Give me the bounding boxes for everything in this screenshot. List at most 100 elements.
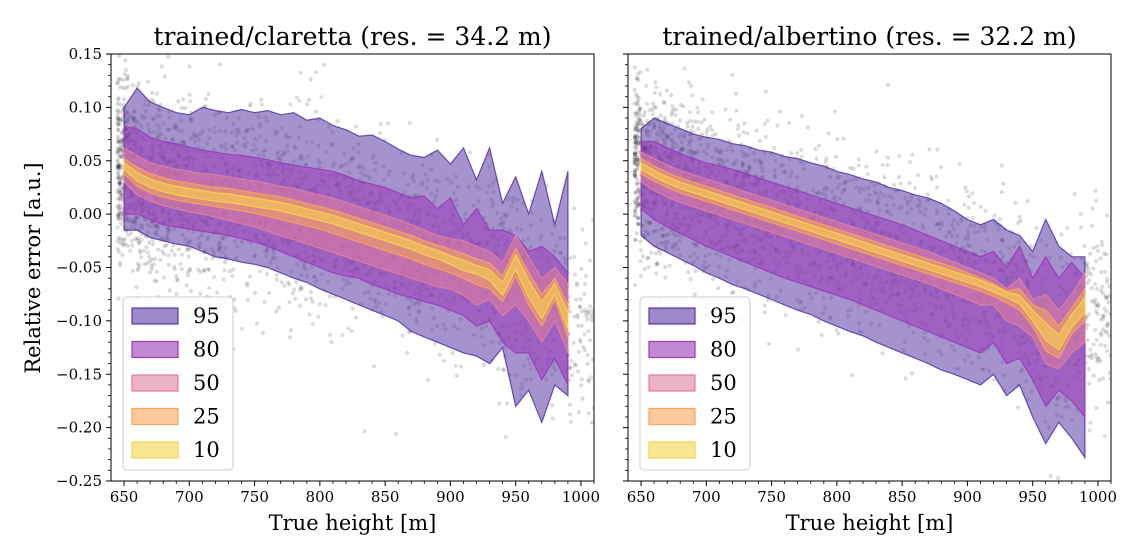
scatter-point (723, 107, 728, 112)
scatter-point (754, 128, 759, 133)
scatter-point (658, 251, 663, 256)
scatter-point (632, 209, 638, 214)
scatter-point (704, 130, 709, 135)
scatter-point (634, 155, 640, 160)
scatter-point (1100, 243, 1105, 248)
scatter-point (637, 180, 642, 185)
scatter-point (196, 267, 201, 272)
scatter-point (588, 258, 593, 263)
scatter-point (632, 65, 638, 70)
scatter-point (927, 147, 932, 152)
scatter-point (123, 242, 128, 247)
scatter-point (997, 217, 1002, 222)
scatter-point (119, 147, 125, 152)
scatter-point (1029, 243, 1034, 249)
scatter-point (999, 163, 1004, 168)
scatter-point (501, 368, 506, 373)
scatter-point (690, 124, 695, 129)
scatter-point (634, 76, 639, 81)
scatter-point (146, 79, 151, 84)
scatter-point (120, 210, 125, 215)
x-tick-label: 750 (240, 488, 269, 506)
scatter-point (638, 113, 643, 118)
scatter-point (115, 225, 120, 230)
scatter-point (736, 126, 741, 131)
scatter-point (772, 146, 777, 151)
scatter-point (303, 297, 309, 302)
scatter-point (632, 87, 637, 93)
scatter-point (125, 76, 130, 81)
scatter-point (835, 137, 840, 142)
scatter-point (119, 221, 124, 226)
scatter-point (583, 273, 588, 278)
x-axis-title: True height [m] (269, 511, 437, 535)
scatter-point (115, 134, 121, 139)
scatter-point (688, 128, 694, 133)
scatter-point (645, 118, 650, 123)
scatter-point (184, 247, 189, 252)
scatter-point (116, 216, 121, 221)
scatter-point (308, 296, 313, 301)
scatter-point (633, 127, 638, 132)
scatter-point (117, 189, 123, 194)
scatter-point (634, 205, 639, 210)
scatter-point (1016, 405, 1021, 410)
scatter-point (116, 212, 121, 218)
scatter-point (119, 192, 125, 198)
scatter-point (880, 162, 885, 167)
scatter-point (117, 202, 122, 207)
scatter-point (254, 321, 260, 326)
scatter-point (257, 269, 262, 274)
scatter-point (458, 364, 464, 369)
scatter-point (1088, 251, 1093, 256)
scatter-point (762, 121, 767, 126)
scatter-point (120, 175, 125, 180)
scatter-point (550, 403, 555, 408)
scatter-point (437, 352, 442, 357)
scatter-point (227, 269, 232, 274)
scatter-point (690, 93, 695, 98)
scatter-point (567, 309, 572, 314)
scatter-point (120, 237, 125, 242)
scatter-point (637, 109, 642, 114)
scatter-point (578, 297, 583, 302)
scatter-point (634, 137, 639, 142)
scatter-point (731, 290, 736, 295)
scatter-point (181, 97, 186, 102)
scatter-point (575, 312, 580, 317)
scatter-point (133, 236, 138, 241)
scatter-point (185, 270, 190, 275)
scatter-point (823, 159, 828, 164)
scatter-point (123, 58, 128, 63)
scatter-point (1090, 206, 1095, 211)
scatter-point (642, 266, 647, 272)
scatter-point (637, 117, 642, 122)
scatter-point (298, 285, 303, 290)
scatter-point (116, 116, 121, 121)
scatter-point (653, 85, 659, 90)
scatter-point (935, 147, 940, 152)
scatter-point (1099, 288, 1104, 293)
scatter-point (123, 68, 128, 73)
scatter-point (1099, 269, 1104, 274)
scatter-point (117, 190, 122, 195)
scatter-point (637, 107, 642, 112)
scatter-point (129, 231, 134, 236)
scatter-point (259, 102, 264, 107)
scatter-point (248, 101, 253, 106)
scatter-point (119, 187, 124, 193)
scatter-point (1099, 239, 1104, 244)
scatter-point (687, 110, 692, 115)
scatter-point (856, 157, 861, 162)
scatter-point (632, 145, 637, 150)
scatter-point (567, 412, 573, 417)
band-10 (123, 161, 569, 330)
scatter-point (501, 367, 506, 372)
scatter-point (634, 198, 640, 203)
scatter-point (795, 347, 801, 352)
scatter-point (644, 101, 650, 106)
scatter-point (1100, 284, 1105, 289)
scatter-point (651, 101, 656, 106)
scatter-point (154, 269, 159, 274)
